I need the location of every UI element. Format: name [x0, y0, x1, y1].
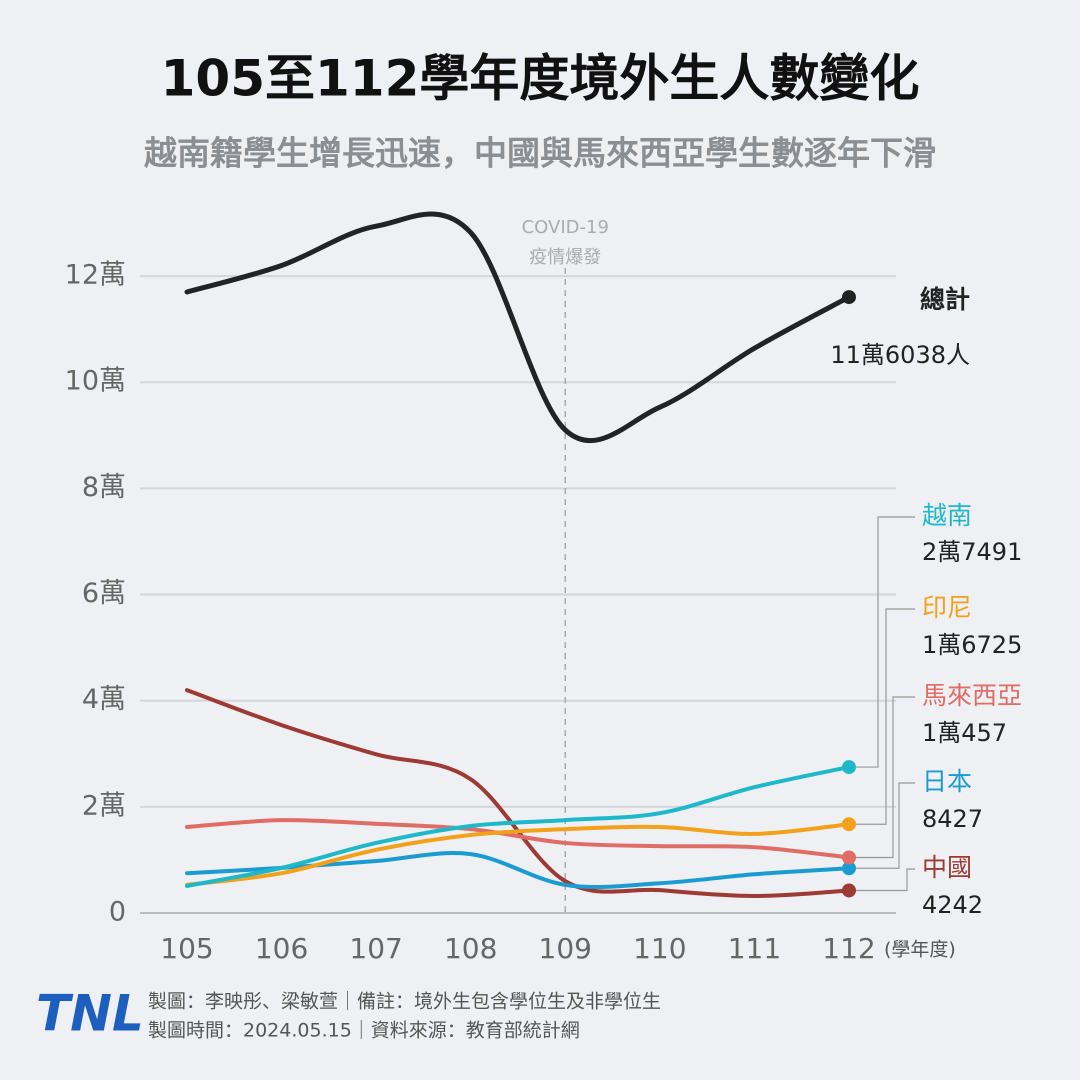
- series-line: [185, 822, 851, 887]
- footer-line: 製圖時間：2024.05.15｜資料來源：教育部統計網: [148, 1020, 580, 1042]
- series-name: 馬來西亞: [922, 681, 1022, 710]
- value-label: 8427: [922, 805, 983, 833]
- series-name: 印尼: [922, 593, 972, 622]
- x-tick-label: 110: [633, 932, 686, 965]
- footer-line: 製圖：李映彤、梁敏萱｜備註：境外生包含學位生及非學位生: [148, 991, 661, 1013]
- x-tick-label: 107: [349, 932, 402, 965]
- x-tick-label: 108: [444, 932, 497, 965]
- leader-line: [848, 516, 915, 768]
- chart-title: 105至112學年度境外生人數變化: [161, 50, 920, 108]
- y-tick-label: 10萬: [65, 366, 126, 397]
- end-point: [841, 883, 856, 898]
- x-tick-label: 105: [160, 932, 213, 965]
- x-axis-label: (學年度): [884, 939, 956, 961]
- series-line: [185, 688, 851, 899]
- value-label: 11萬6038人: [830, 341, 970, 369]
- series-name: 日本: [922, 767, 972, 796]
- series-line: [185, 765, 851, 888]
- value-label: 2萬7491: [922, 538, 1022, 566]
- y-tick-label: 6萬: [82, 578, 126, 609]
- x-tick-label: 111: [728, 932, 781, 965]
- value-label: 4242: [922, 891, 983, 919]
- series-line: [184, 211, 852, 444]
- y-tick-label: 4萬: [82, 684, 126, 715]
- annotation-text: 疫情爆發: [529, 247, 601, 268]
- y-tick-label: 12萬: [65, 260, 126, 291]
- series-name: 總計: [920, 285, 970, 314]
- leader-line: [848, 696, 915, 859]
- end-point: [841, 817, 856, 832]
- logo: TNL: [36, 985, 144, 1043]
- series-name: 中國: [922, 853, 972, 882]
- y-tick-label: 8萬: [82, 472, 126, 503]
- x-tick-label: 112: [822, 932, 875, 965]
- leader-line: [848, 782, 915, 869]
- y-tick-label: 0: [109, 897, 126, 928]
- value-label: 1萬6725: [922, 631, 1022, 659]
- value-label: 1萬457: [922, 719, 1007, 747]
- series-name: 越南: [922, 501, 972, 530]
- chart-subtitle: 越南籍學生增長迅速，中國與馬來西亞學生數逐年下滑: [144, 134, 936, 173]
- end-point: [841, 861, 856, 876]
- end-point: [841, 760, 856, 775]
- x-tick-label: 106: [255, 932, 308, 965]
- series-line: [185, 851, 851, 890]
- end-point: [841, 850, 856, 865]
- leader-line: [848, 868, 915, 892]
- x-tick-label: 109: [539, 932, 592, 965]
- end-point: [841, 290, 856, 305]
- leader-line: [848, 608, 915, 825]
- series-line: [185, 818, 851, 860]
- y-tick-label: 2萬: [82, 790, 126, 821]
- annotation-text: COVID-19: [522, 217, 609, 238]
